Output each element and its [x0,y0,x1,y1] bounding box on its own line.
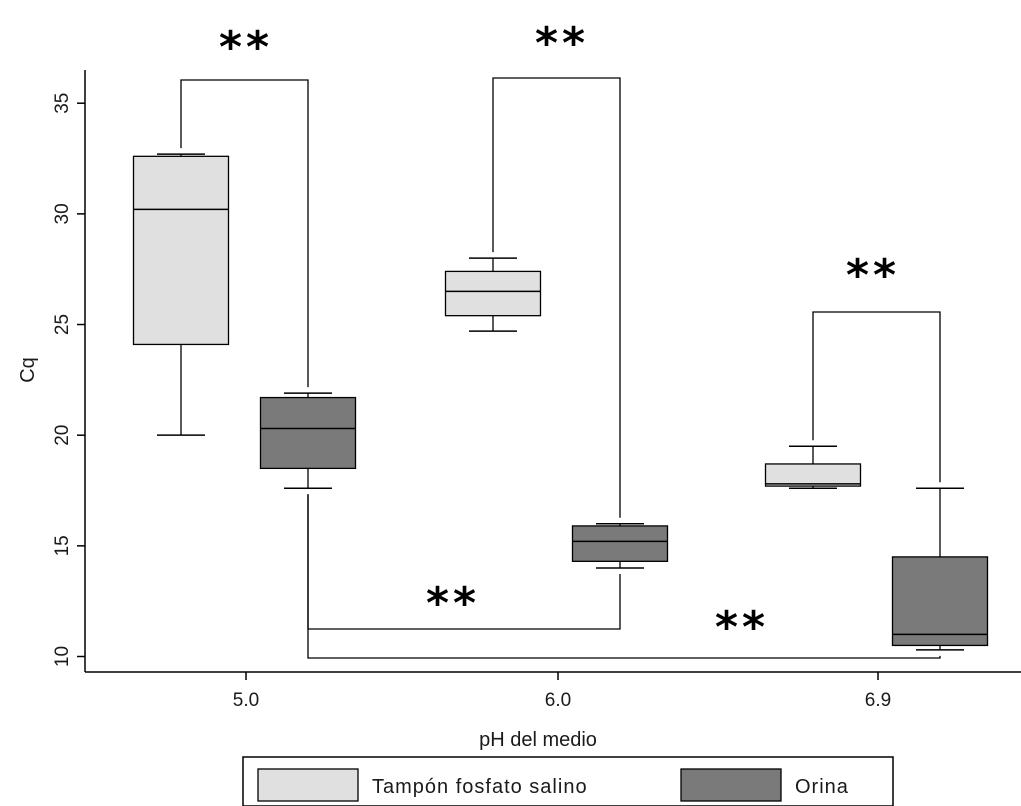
legend-swatch [257,768,359,802]
significance-label: ** [846,250,900,301]
y-tick-label: 30 [52,203,73,224]
significance-brackets: ** ** ** ** ** [180,18,941,659]
boxes [132,153,989,651]
box-iqr [444,270,542,317]
legend-label: Tampón fosfato salino [372,776,588,798]
box-iqr [571,525,669,562]
axes: 10 15 20 25 30 35 5.0 6.0 6.9 pH del medio Cq [17,70,1021,751]
x-axis-title: pH del medio [479,729,597,751]
significance-label: ** [535,18,589,69]
y-tick-label: 25 [52,314,73,335]
x-tick-label: 6.0 [545,690,571,711]
box-0-2 [764,445,862,490]
x-tick-label: 6.9 [865,690,891,711]
box-iqr [891,556,989,647]
legend: Tampón fosfato salino Orina [242,756,894,806]
legend-label: Orina [795,776,849,798]
box-1-2 [891,487,989,651]
bracket-line [307,494,941,659]
box-iqr [764,463,862,487]
y-axis-title: Cq [17,357,39,383]
significance-label: ** [426,578,480,629]
box-iqr [132,155,230,346]
significance-label: ** [219,22,273,73]
significance-label: ** [715,602,769,653]
legend-swatch [680,768,782,802]
bracket-line [180,79,309,388]
box-0-1 [444,257,542,332]
box-1-1 [571,522,669,569]
y-tick-label: 20 [52,425,73,446]
bracket-line [492,77,621,518]
box-1-0 [259,392,357,490]
x-tick-label: 5.0 [233,690,259,711]
y-tick-label: 15 [52,535,73,556]
y-tick-label: 10 [52,646,73,667]
y-tick-label: 35 [52,93,73,114]
box-iqr [259,396,357,470]
bracket-line [812,311,941,483]
box-0-0 [132,153,230,436]
